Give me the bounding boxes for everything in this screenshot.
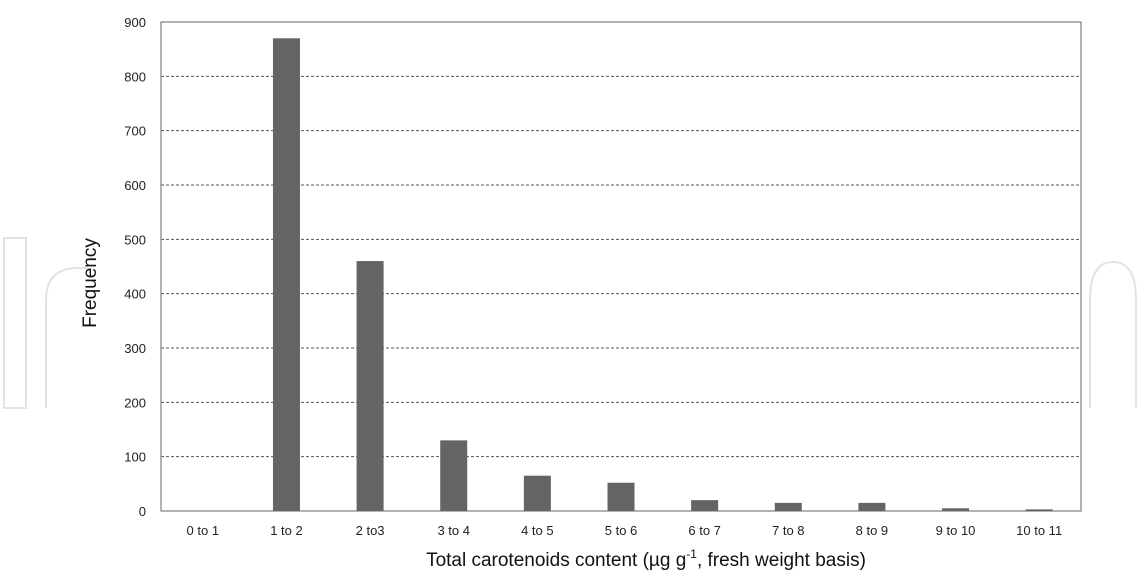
watermark-stroke <box>3 237 27 409</box>
x-tick-label: 0 to 1 <box>187 523 220 538</box>
x-axis-label-superscript: -1 <box>686 547 697 561</box>
x-tick-label: 4 to 5 <box>521 523 554 538</box>
bar <box>523 475 551 511</box>
bar <box>858 502 886 511</box>
gridlines <box>161 75 1081 458</box>
y-tick-label: 200 <box>124 395 146 410</box>
x-tick-labels: 0 to 1 1 to 2 2 to3 3 to 4 4 to 5 5 to 6 6 to … <box>187 523 1063 538</box>
bar <box>691 500 719 511</box>
y-tick-label: 100 <box>124 450 146 465</box>
x-axis-label: Total carotenoids content (µg g-1, fresh… <box>426 547 866 571</box>
y-tick-label: 300 <box>124 341 146 356</box>
y-tick-label: 800 <box>124 69 146 84</box>
bar <box>440 440 468 511</box>
y-tick-labels: 0 100 200 300 400 500 600 700 800 900 <box>124 15 146 519</box>
x-tick-label: 5 to 6 <box>605 523 638 538</box>
plot-frame <box>160 21 1082 512</box>
y-tick-label: 0 <box>139 504 146 519</box>
bar <box>356 261 384 511</box>
y-tick-label: 900 <box>124 15 146 30</box>
x-axis-label-main: Total carotenoids content (µg g <box>426 550 686 571</box>
y-tick-label: 700 <box>124 124 146 139</box>
x-tick-label: 7 to 8 <box>772 523 805 538</box>
watermark-stroke <box>1089 260 1137 408</box>
x-tick-label: 3 to 4 <box>437 523 470 538</box>
bar <box>1025 509 1053 511</box>
background-watermark <box>3 237 1137 409</box>
bar <box>942 508 970 511</box>
y-tick-label: 400 <box>124 287 146 302</box>
bars <box>272 38 1053 512</box>
x-tick-label: 8 to 9 <box>856 523 889 538</box>
x-tick-label: 10 to 11 <box>1016 523 1062 538</box>
x-axis-label-suffix: , fresh weight basis) <box>697 550 866 571</box>
x-tick-label: 1 to 2 <box>270 523 303 538</box>
x-tick-label: 6 to 7 <box>688 523 721 538</box>
y-axis-label: Frequency <box>80 238 101 328</box>
y-tick-label: 600 <box>124 178 146 193</box>
x-tick-label: 2 to3 <box>356 523 385 538</box>
watermark-stroke <box>45 267 88 408</box>
bar <box>607 482 635 511</box>
y-tick-label: 500 <box>124 232 146 247</box>
bar <box>272 38 300 512</box>
bar <box>774 502 802 511</box>
x-tick-label: 9 to 10 <box>936 523 976 538</box>
